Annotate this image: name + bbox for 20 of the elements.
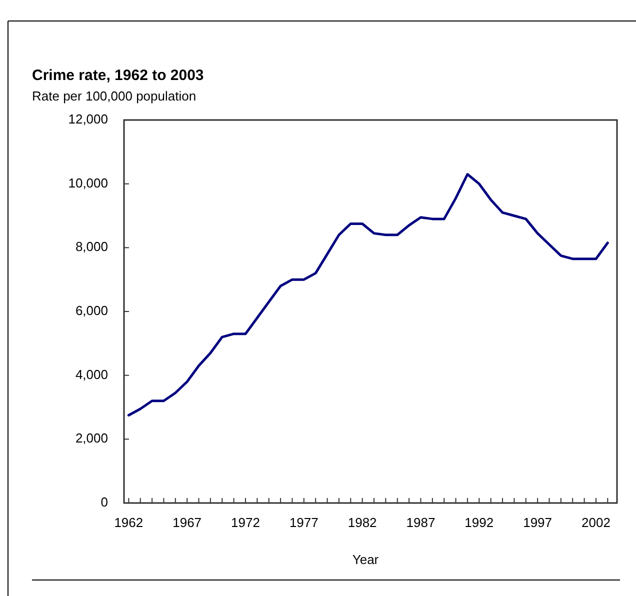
y-tick-label: 2,000 <box>75 430 108 446</box>
chart-subtitle: Rate per 100,000 population <box>32 88 196 104</box>
x-tick-label: 1997 <box>523 515 552 530</box>
x-tick-label: 1967 <box>172 515 202 530</box>
x-tick-label: 1977 <box>289 515 318 530</box>
x-tick-label: 1962 <box>114 515 144 530</box>
y-tick-label: 4,000 <box>75 366 108 382</box>
y-tick-label: 8,000 <box>75 239 108 254</box>
x-tick-label: 1987 <box>406 515 436 530</box>
x-tick-label: 1982 <box>348 515 377 530</box>
x-tick-label: 1972 <box>231 515 260 530</box>
y-tick-label: 10,000 <box>68 175 108 190</box>
y-tick-label: 6,000 <box>75 302 108 318</box>
y-tick-label: 0 <box>100 494 108 510</box>
x-axis-title: Year <box>352 552 380 567</box>
x-tick-label: 1992 <box>464 515 494 530</box>
x-tick-label: 2002 <box>582 515 610 530</box>
line-series <box>127 173 609 416</box>
y-tick-label: 12,000 <box>68 111 108 126</box>
chart-title: Crime rate, 1962 to 2003 <box>32 67 204 84</box>
